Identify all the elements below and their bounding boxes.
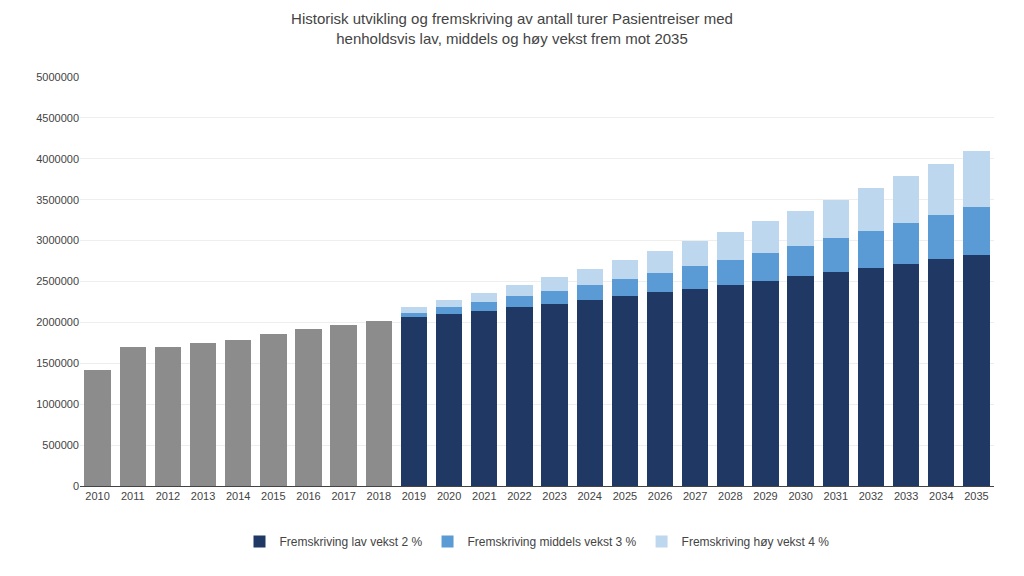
svg-text:2021: 2021	[472, 490, 496, 502]
svg-text:Historisk utvikling og fremskr: Historisk utvikling og fremskriving av a…	[291, 10, 733, 47]
svg-text:2029: 2029	[753, 490, 777, 502]
svg-text:2015: 2015	[261, 490, 285, 502]
svg-text:2023: 2023	[542, 490, 566, 502]
svg-text:2011: 2011	[121, 490, 145, 502]
svg-text:3000000: 3000000	[36, 234, 79, 246]
svg-text:0: 0	[73, 480, 79, 492]
svg-text:500000: 500000	[42, 439, 79, 451]
svg-text:2026: 2026	[648, 490, 672, 502]
svg-text:3500000: 3500000	[36, 194, 79, 206]
svg-text:2031: 2031	[824, 490, 848, 502]
svg-text:2028: 2028	[718, 490, 742, 502]
svg-text:2034: 2034	[929, 490, 953, 502]
svg-text:2019: 2019	[402, 490, 426, 502]
svg-text:2012: 2012	[156, 490, 180, 502]
svg-text:2018: 2018	[367, 490, 391, 502]
svg-text:2032: 2032	[859, 490, 883, 502]
svg-text:2016: 2016	[296, 490, 320, 502]
svg-text:2022: 2022	[507, 490, 531, 502]
svg-text:4000000: 4000000	[36, 153, 79, 165]
svg-text:5000000: 5000000	[36, 71, 79, 83]
svg-text:2010: 2010	[85, 490, 109, 502]
svg-text:Fremskriving høy vekst 4 %: Fremskriving høy vekst 4 %	[682, 535, 830, 549]
svg-text:2030: 2030	[788, 490, 812, 502]
svg-text:2033: 2033	[894, 490, 918, 502]
svg-text:2013: 2013	[191, 490, 215, 502]
svg-text:1500000: 1500000	[36, 357, 79, 369]
svg-text:2035: 2035	[964, 490, 988, 502]
svg-text:Fremskriving middels vekst 3 %: Fremskriving middels vekst 3 %	[468, 535, 637, 549]
svg-text:2000000: 2000000	[36, 316, 79, 328]
svg-text:2020: 2020	[437, 490, 461, 502]
svg-text:1000000: 1000000	[36, 398, 79, 410]
svg-text:2500000: 2500000	[36, 275, 79, 287]
svg-text:2024: 2024	[577, 490, 601, 502]
svg-text:2014: 2014	[226, 490, 250, 502]
svg-text:2025: 2025	[613, 490, 637, 502]
svg-text:Fremskriving lav vekst 2 %: Fremskriving lav vekst 2 %	[280, 535, 423, 549]
svg-text:2027: 2027	[683, 490, 707, 502]
svg-text:4500000: 4500000	[36, 112, 79, 124]
svg-text:2017: 2017	[331, 490, 355, 502]
